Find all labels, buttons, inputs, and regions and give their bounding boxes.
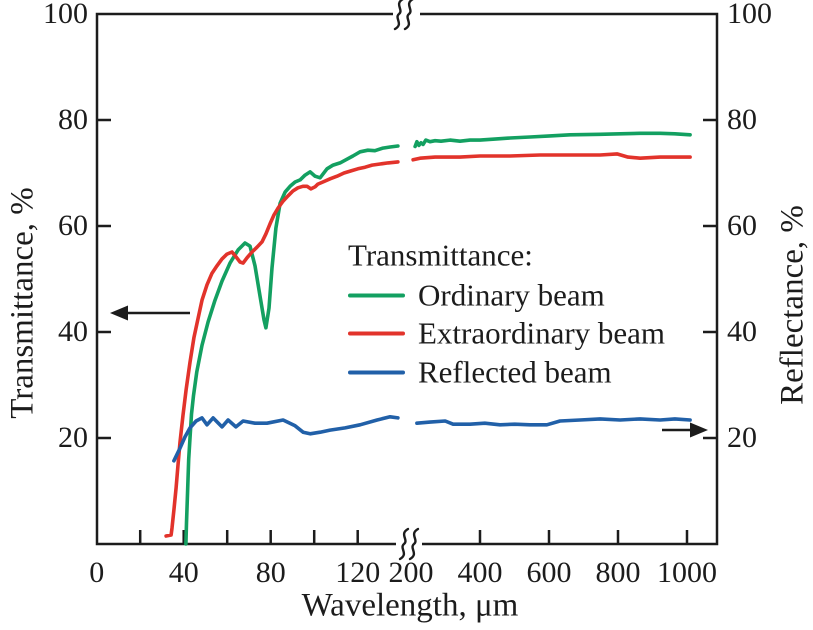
legend-entry-ordinary-beam: Ordinary beam bbox=[348, 280, 605, 311]
legend-label-ordinary-beam: Ordinary beam bbox=[418, 277, 605, 313]
x-tick-label: 600 bbox=[526, 556, 572, 589]
y-tick-label-right: 80 bbox=[727, 103, 757, 136]
axis-break-symbols bbox=[393, 0, 422, 561]
x-axis-title: Wavelength, μm bbox=[301, 587, 519, 624]
x-tick-label: 800 bbox=[595, 556, 641, 589]
y-tick-label-right: 100 bbox=[727, 0, 772, 30]
legend-label-reflected-beam: Reflected beam bbox=[418, 354, 612, 390]
axis-ticks bbox=[97, 118, 717, 544]
x-tick-label: 400 bbox=[457, 556, 503, 589]
ordinary-beam-curve bbox=[184, 131, 692, 546]
left-arrow-icon bbox=[110, 305, 128, 321]
legend-title: Transmittance: bbox=[348, 237, 533, 273]
x-tick-label: 120 bbox=[335, 556, 381, 589]
ordinary-beam-line-swatch bbox=[348, 293, 405, 297]
x-tick-label: 200 bbox=[388, 556, 434, 589]
right-arrow-icon bbox=[690, 422, 708, 438]
y-tick-label-right: 40 bbox=[727, 315, 757, 348]
legend-entry-extraordinary-beam: Extraordinary beam bbox=[348, 318, 665, 349]
reflected-beam-line-swatch bbox=[348, 370, 405, 374]
legend-entry-reflected-beam: Reflected beam bbox=[348, 357, 612, 388]
x-tick-label: 80 bbox=[255, 556, 286, 589]
axis-arrows bbox=[110, 305, 708, 438]
x-tick-label: 0 bbox=[89, 556, 105, 589]
y-tick-label-left: 20 bbox=[58, 421, 88, 454]
y-tick-label-right: 20 bbox=[727, 421, 757, 454]
y-tick-label-left: 60 bbox=[58, 209, 88, 242]
y-tick-label-left: 100 bbox=[43, 0, 88, 30]
y-tick-label-left: 40 bbox=[58, 315, 88, 348]
legend-label-extraordinary-beam: Extraordinary beam bbox=[418, 315, 666, 351]
x-tick-label: 40 bbox=[168, 556, 199, 589]
y-tick-label-left: 80 bbox=[58, 103, 88, 136]
y-tick-label-right: 60 bbox=[727, 209, 757, 242]
extraordinary-beam-line-swatch bbox=[348, 331, 405, 335]
y-axis-title-right: Reflectance, % bbox=[774, 205, 811, 405]
x-tick-label: 1000 bbox=[657, 556, 717, 589]
reflected-beam-curve bbox=[172, 414, 692, 463]
extraordinary-beam-curve bbox=[164, 152, 692, 538]
